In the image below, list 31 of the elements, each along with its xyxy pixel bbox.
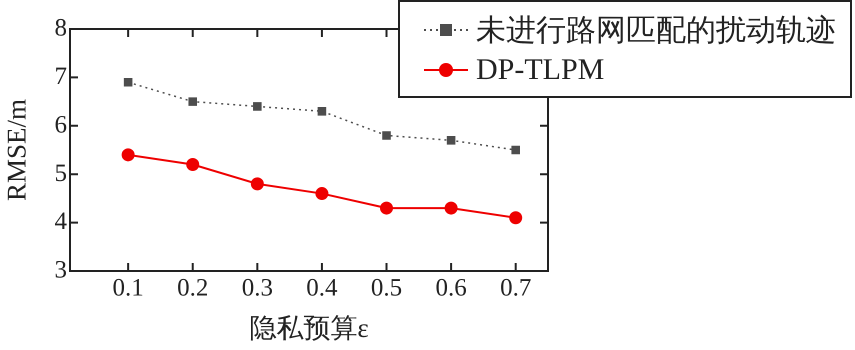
x-tick-label: 0.6 (435, 274, 467, 302)
x-tick-label: 0.4 (306, 274, 338, 302)
point (122, 148, 135, 162)
point (124, 78, 132, 87)
y-tick-label: 3 (54, 256, 67, 284)
point (382, 131, 391, 140)
legend-label: 未进行路网匹配的扰动轨迹 (476, 12, 836, 48)
y-axis-title: RMSE/m (1, 98, 32, 202)
point (253, 102, 262, 111)
point (444, 202, 458, 215)
point (318, 106, 326, 116)
y-tick-label: 7 (54, 62, 67, 90)
y-tick-label: 6 (54, 111, 67, 138)
x-axis-title: 隐私预算ε (249, 312, 369, 343)
x-tick-label: 0.2 (177, 274, 208, 302)
point (446, 136, 456, 145)
x-tick-label: 0.7 (500, 274, 532, 302)
legend-label: DP-TLPM (476, 53, 604, 87)
point (511, 146, 520, 154)
point (250, 177, 264, 190)
x-tick-label: 0.3 (242, 274, 273, 302)
x-tick-label: 0.1 (112, 274, 144, 302)
x-tick-label: 0.5 (370, 274, 402, 302)
point (186, 158, 200, 172)
point (380, 202, 394, 215)
point (188, 97, 198, 106)
point (509, 211, 522, 224)
y-tick-label: 5 (54, 160, 67, 187)
point (315, 187, 328, 200)
y-tick-label: 8 (54, 14, 67, 42)
y-tick-label: 4 (54, 208, 68, 236)
